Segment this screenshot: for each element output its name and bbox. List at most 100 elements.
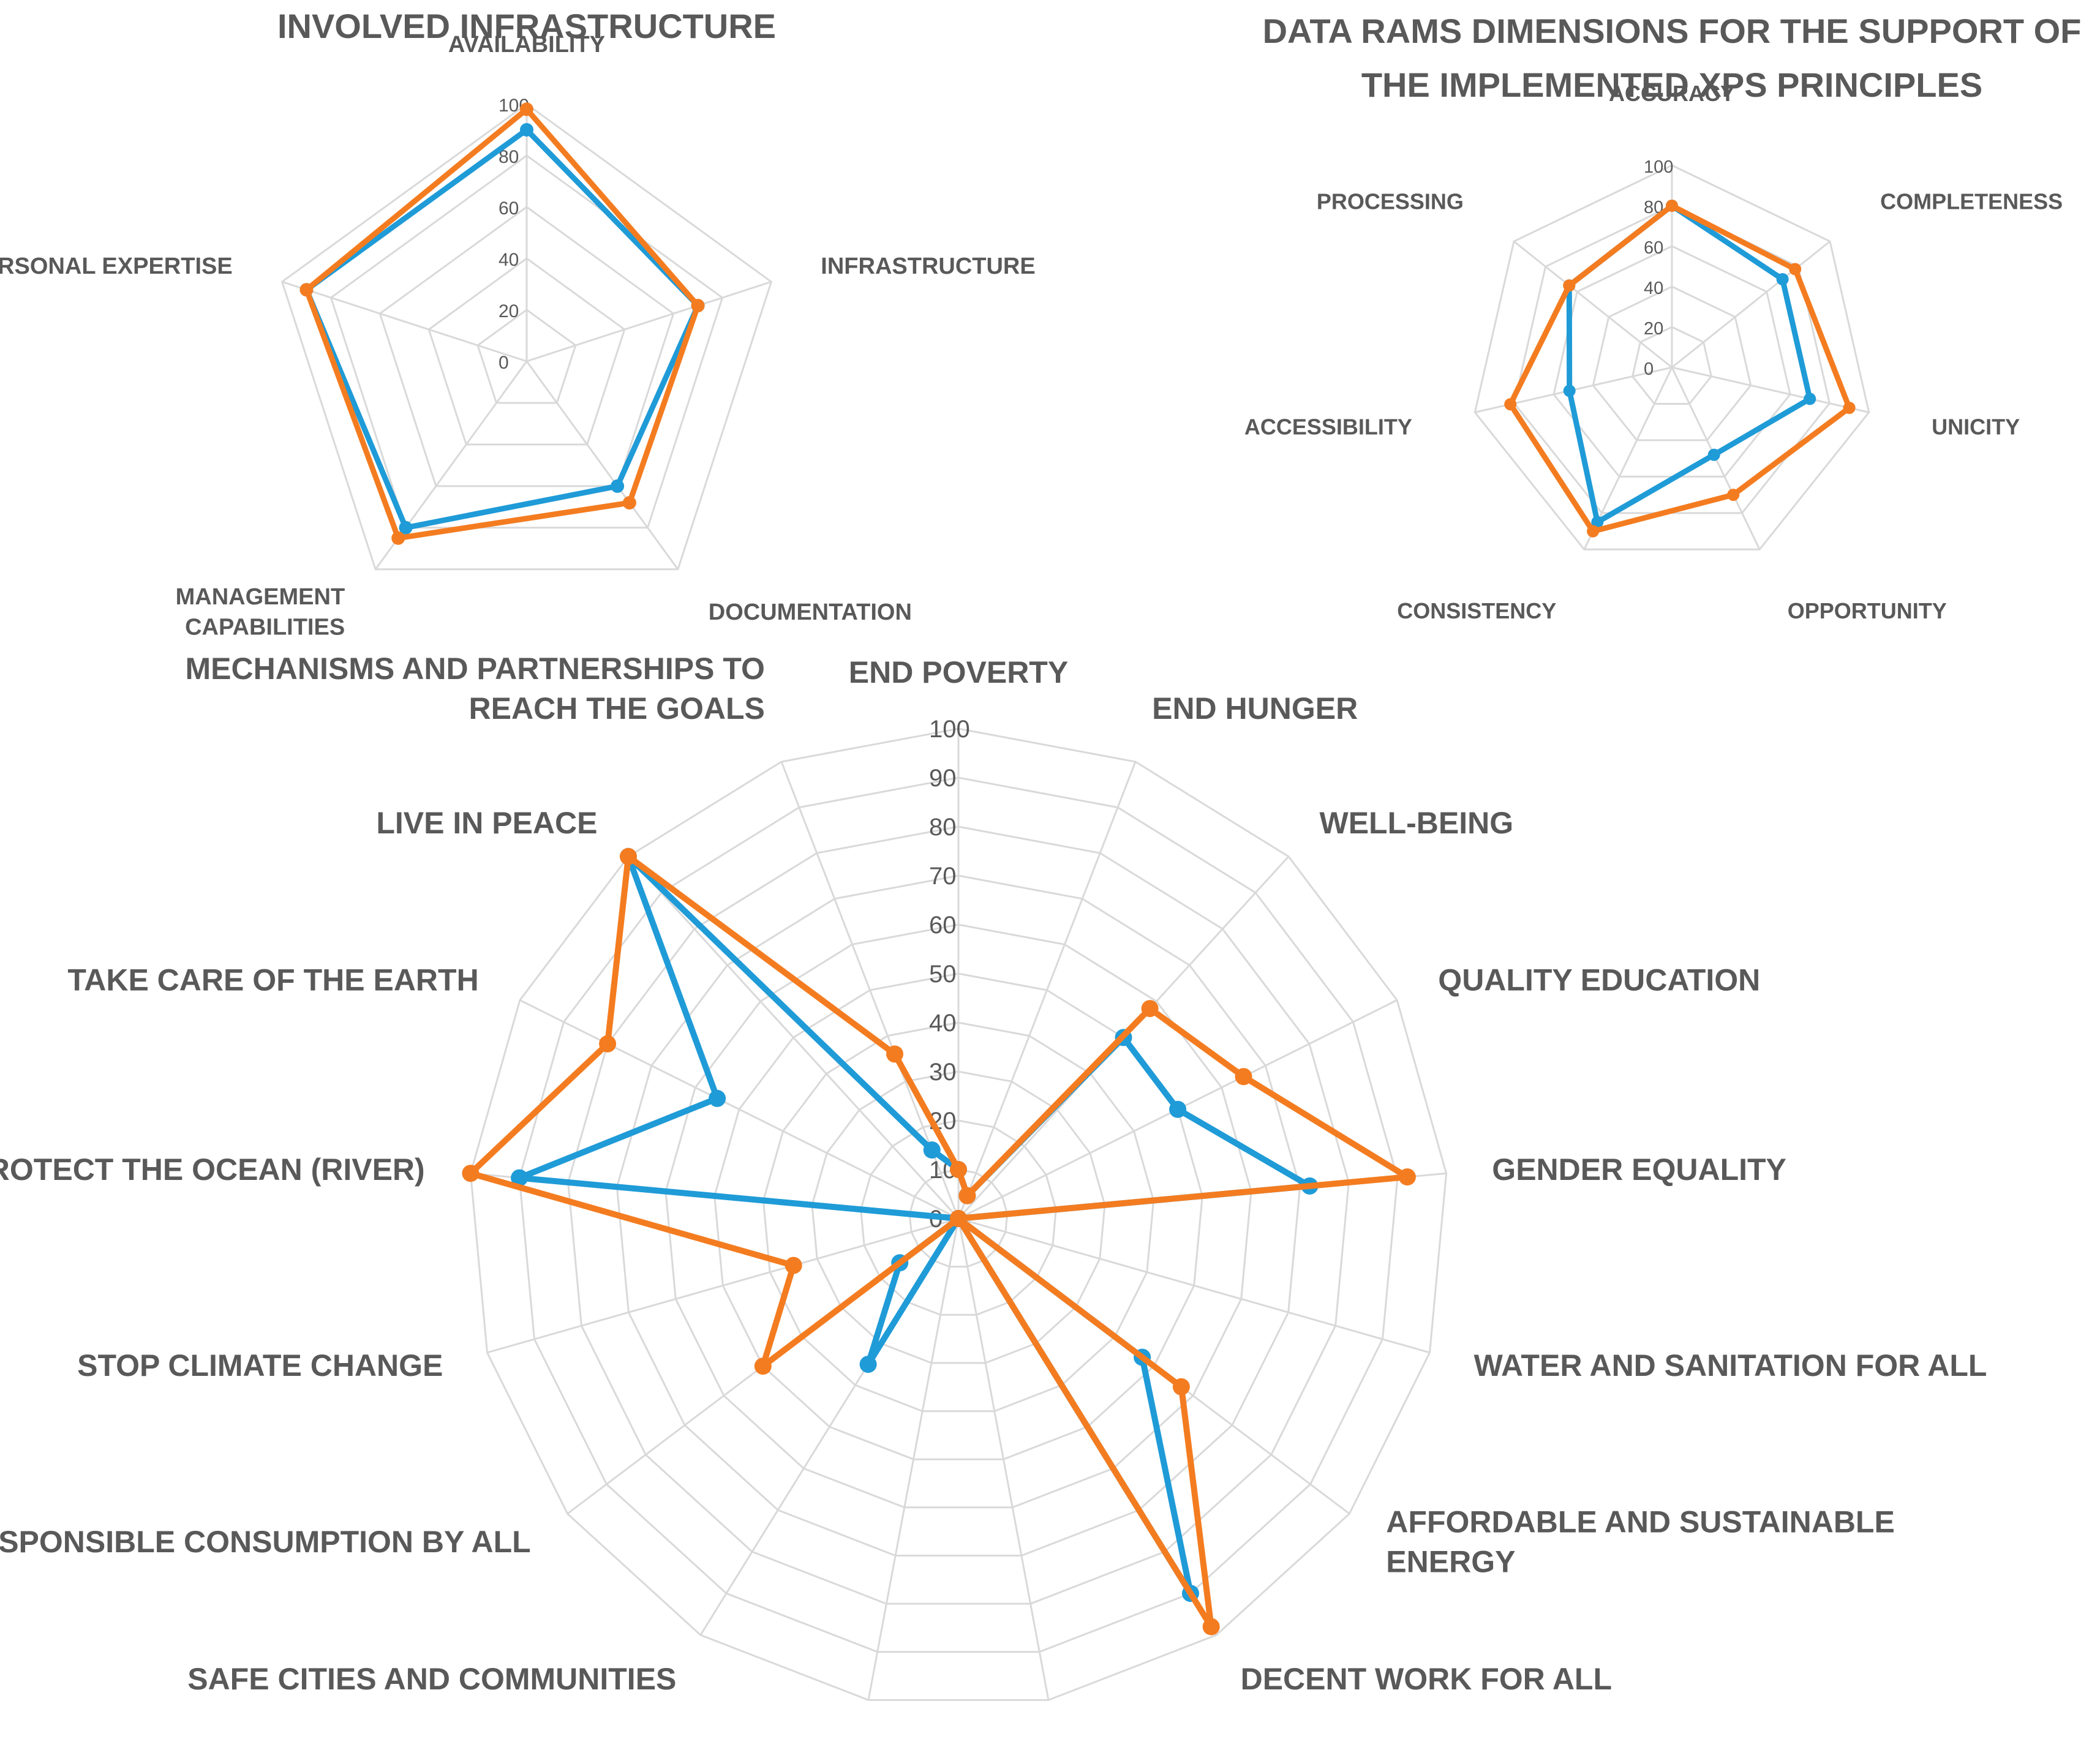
axis-label-line: UNICITY [1932,414,2020,439]
chart-title-line: THE IMPLEMENTED XPS PRINCIPLES [1361,66,1982,104]
axis-label-line: COMPLETENESS [1880,189,2063,214]
series-line-2 [467,853,1410,1630]
axis-label: AVAILABILITY [448,32,605,58]
axis-label-line: PERSONAL EXPERTISE [0,254,233,279]
series-1-point [1169,1100,1187,1118]
axis-label-line: AFFORDABLE AND SUSTAINABLE [1386,1504,1895,1539]
axis-spoke [958,1217,1430,1354]
axis-spoke [627,855,960,1220]
tick-label: 60 [929,912,957,939]
grid-ring [811,1070,1106,1364]
series-2-point [1789,263,1802,276]
axis-label-line: LIVE IN PEACE [376,806,597,840]
tick-label: 60 [1644,238,1663,258]
series-2-point [1587,525,1600,538]
tick-label: 40 [929,1010,957,1037]
axis-label: SAFE CITIES AND COMMUNITIES [187,1662,676,1696]
axis-spoke [1513,241,1673,369]
series-2-point [462,1165,480,1182]
axis-label: PROCESSING [1317,189,1464,214]
axis-label-line: AVAILABILITY [448,32,605,58]
tick-label: 80 [929,814,957,841]
series-2-point [754,1358,772,1375]
axis-spoke [1671,241,1831,369]
tick-label: 50 [929,961,957,988]
axis-label: LIVE IN PEACE [376,806,597,840]
series-2-point [1727,489,1740,501]
grid-ring [280,103,773,571]
axis-label: GENDER EQUALITY [1492,1152,1786,1187]
axis-label-line: PROCESSING [1317,189,1464,214]
axis-spoke [867,1218,960,1700]
series-2-point [1235,1068,1252,1086]
axis-label-line: TAKE CARE OF THE EARTH [67,963,478,997]
series-2-point [958,1187,976,1204]
axis-spoke [1671,366,1870,413]
axis-label: END POVERTY [849,655,1068,689]
axis-label: PROTECT THE OCEAN (RIVER) [0,1152,425,1187]
grid-ring [518,776,1399,1653]
series-1-point [1776,273,1789,285]
axis-label: CONSISTENCY [1397,598,1556,623]
series-1-point [520,123,533,137]
grid-ring [860,1119,1057,1316]
tick-label: 0 [499,353,509,373]
axis-label-line: QUALITY EDUCATION [1438,963,1760,997]
series-1-point [611,479,625,493]
axis-label: COMPLETENESS [1880,189,2063,214]
series-2-point [1398,1168,1416,1186]
axis-label-line: GENDER EQUALITY [1492,1152,1786,1187]
series-1-point [1804,392,1816,405]
axis-label: DOCUMENTATION [709,599,912,625]
series-2-point [1202,1618,1220,1636]
axis-label-line: SAFE CITIES AND COMMUNITIES [187,1662,676,1696]
tick-label: 40 [499,250,519,270]
tick-label: 60 [499,198,519,219]
axis-label: END HUNGER [1152,691,1358,726]
axis-label: TECHNOLOGY TO BENEFIT ALL [821,1733,1293,1739]
series-2-point [1504,398,1517,411]
series-1-point [1591,516,1604,528]
axis-label: WATER AND SANITATION FOR ALL [1474,1348,1987,1383]
grid-ring [378,206,675,487]
axis-label: PERSONAL EXPERTISE [0,254,233,279]
axis-spoke [957,761,1137,1219]
series-2-point [620,847,637,865]
axis-label-line: CAPABILITIES [185,615,345,640]
tick-label: 100 [929,716,970,743]
axis-label: STOP CLIMATE CHANGE [77,1348,443,1383]
axis-label-line: DECENT WORK FOR ALL [1241,1662,1612,1696]
series-1-point [859,1356,877,1373]
axis-label: UNICITY [1932,414,2020,439]
axis-label-line: TECHNOLOGY TO BENEFIT ALL [821,1733,1293,1739]
axis-label-line: ACCESSIBILITY [1244,414,1412,439]
axis-label: DECENT WORK FOR ALL [1241,1662,1612,1696]
axis-spoke [282,280,527,362]
axis-label: AFFORDABLE AND SUSTAINABLE ENERGY [1386,1504,1895,1579]
tick-label: 20 [499,301,519,321]
series-1-point [399,520,413,535]
series-line-1 [1566,203,1813,525]
axis-label-line: MANAGEMENT [176,584,345,610]
series-2-point [622,496,636,510]
series-1-point [1563,385,1576,397]
grid-ring [1473,164,1870,550]
axis-label: RESPONSIBLE CONSUMPTION BY ALL [0,1525,531,1559]
axis-label: OPPORTUNITY [1788,598,1947,623]
radar-chart-involved-infrastructure: INVOLVED INFRASTRUCTURE020406080100AVAIL… [0,7,1036,640]
tick-label: 100 [1644,157,1673,177]
axis-label: TAKE CARE OF THE EARTH [67,963,478,997]
series-2-point [691,299,705,313]
axis-label-line: MECHANISMS AND PARTNERSHIPS TO [186,652,765,686]
series-2-point [1141,1000,1159,1018]
axis-label-line: ENERGY [1386,1544,1515,1579]
axis-label: REDUCE INEQUALITY [698,1733,1022,1739]
series-1-point [511,1169,529,1187]
axis-spoke [957,1218,1050,1700]
grid-ring [567,825,1350,1605]
axis-label-line: OPPORTUNITY [1788,598,1947,623]
tick-label: 90 [929,765,957,792]
axis-spoke [519,999,959,1220]
tick-label: 40 [1644,279,1663,298]
